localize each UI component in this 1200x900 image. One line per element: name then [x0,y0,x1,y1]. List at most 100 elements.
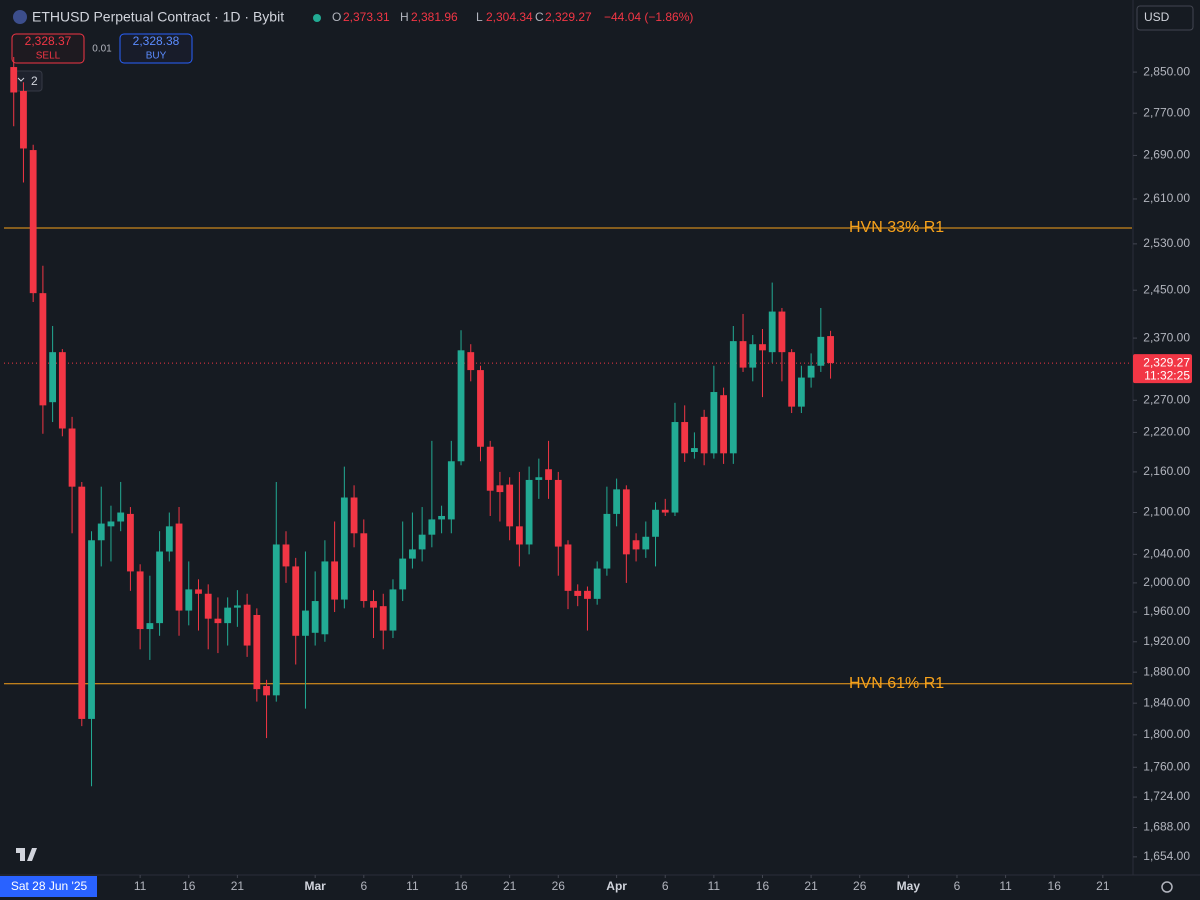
candle-body [340,497,348,600]
x-tick-label: 16 [1048,879,1062,893]
tv-logo[interactable] [16,848,37,861]
candle-body [68,428,76,487]
candle-body [710,392,718,454]
candle-body [778,311,786,353]
candle-body [58,352,66,429]
x-tick-label: 16 [182,879,196,893]
currency-selector[interactable] [1136,5,1194,31]
y-tick-label: 1,840.00 [1143,695,1190,709]
candle-body [467,352,475,371]
x-tick-label: 16 [454,879,468,893]
candle-body [671,422,679,513]
candle-body [311,601,319,633]
candle-body [409,549,416,559]
candle-body [447,461,455,520]
y-tick-label: 2,610.00 [1143,191,1190,205]
y-tick-label: 2,690.00 [1143,148,1190,162]
candle-body [613,489,621,514]
candle-body [204,593,212,619]
y-tick-label: 2,000.00 [1143,575,1190,589]
y-tick-label: 2,450.00 [1143,282,1190,296]
y-tick-label: 1,920.00 [1143,634,1190,648]
candle-body [632,540,640,550]
candle-body [10,67,18,93]
market-status [313,14,321,22]
y-tick-label: 1,960.00 [1143,604,1190,618]
x-tick-label: Apr [606,879,627,893]
candle-body [302,610,309,636]
ohlc-value: 2,373.31 [343,10,390,24]
candle-body [506,484,514,527]
y-tick-label: 2,100.00 [1143,505,1190,519]
candle-body [418,534,426,550]
candle-body [574,590,582,596]
x-tick-label: 6 [662,879,669,893]
candle-body [729,341,737,454]
x-tick-label: 6 [954,879,961,893]
symbol-icon[interactable] [13,10,27,24]
y-tick-label: 1,654.00 [1143,849,1190,863]
symbol-title[interactable]: ETHUSD Perpetual Contract · 1D · Bybit [32,9,284,25]
x-tick-label: 26 [552,879,566,893]
x-tick-label: 11 [708,879,721,893]
candle-body [175,523,183,611]
countdown: 11:32:25 [1144,368,1190,382]
candle-body [438,515,445,520]
x-tick-label: 11 [134,879,147,893]
candle-body [214,618,222,624]
candle-body [233,605,241,608]
candle-body [253,614,261,690]
candle-body [127,513,134,572]
y-tick-label: 1,800.00 [1143,727,1190,741]
candle-body [195,589,202,594]
candle-body [379,606,387,631]
last-price-tag [1133,354,1192,384]
ohlc-key: H [400,10,409,24]
candle-body [496,485,504,493]
settings-icon[interactable] [1161,881,1173,893]
sell-button[interactable] [11,33,85,64]
chevron-icon [17,77,25,82]
candle-body [768,311,776,353]
candle-body [457,350,465,462]
sell-price: 2,328.37 [25,34,72,48]
y-tick-label: 2,530.00 [1143,236,1190,250]
quantity: 0.01 [92,44,112,55]
candle-body [399,558,407,590]
level-label: HVN 61% R1 [849,675,944,692]
candle-body [97,523,105,541]
y-tick-label: 2,770.00 [1143,105,1190,119]
candle-body [107,521,115,527]
candle-body [515,526,523,545]
crosshair-date-box [0,876,97,897]
x-tick-label: 6 [360,879,367,893]
candle-body [272,544,280,696]
candle-body [681,422,689,454]
buy-button[interactable] [119,33,193,64]
candle-body [603,513,611,569]
candle-body [700,416,708,454]
candle-body [739,341,747,368]
currency: USD [1144,10,1170,24]
y-tick-label: 1,760.00 [1143,759,1190,773]
candle-body [146,623,154,630]
candle-body [584,590,591,599]
ohlc-key: C [535,10,544,24]
candle-body [593,568,601,599]
y-tick-label: 2,040.00 [1143,547,1190,561]
x-tick-label: 21 [503,879,517,893]
candle-body [720,395,727,454]
x-tick-label: 21 [804,879,818,893]
candle-body [331,561,339,600]
y-tick-label: 2,160.00 [1143,464,1190,478]
candle-body [691,448,698,453]
buy-price: 2,328.38 [133,34,180,48]
x-tick-label: 11 [999,879,1012,893]
candle-body [370,601,377,608]
x-tick-label: 11 [406,879,419,893]
candle-body [29,150,37,294]
candle-body [622,489,630,555]
